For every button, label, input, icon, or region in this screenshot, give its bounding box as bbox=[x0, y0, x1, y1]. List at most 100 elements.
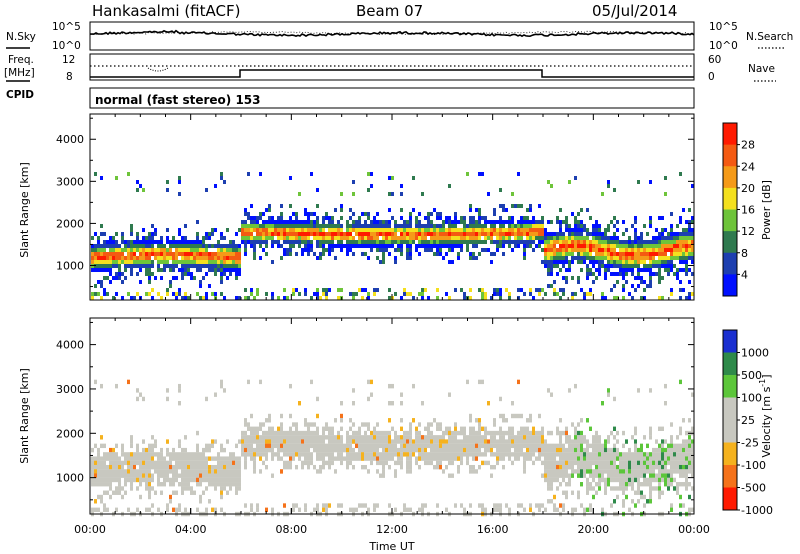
velocity-cell bbox=[139, 452, 142, 457]
power-cell bbox=[685, 240, 688, 244]
velocity-cell bbox=[325, 435, 328, 440]
velocity-cell bbox=[574, 469, 577, 474]
power-cell bbox=[394, 256, 397, 260]
power-cell bbox=[466, 236, 469, 240]
power-cell bbox=[469, 240, 472, 244]
power-cell bbox=[271, 220, 274, 224]
velocity-cell bbox=[679, 503, 682, 508]
power-cell bbox=[661, 248, 664, 252]
colorbar-segment bbox=[723, 465, 737, 488]
velocity-cell bbox=[406, 464, 409, 470]
velocity-cell bbox=[220, 486, 223, 491]
velocity-cell bbox=[319, 435, 322, 440]
velocity-cell bbox=[316, 456, 319, 461]
power-cell bbox=[376, 224, 379, 228]
velocity-cell bbox=[451, 439, 454, 444]
velocity-cell bbox=[442, 452, 445, 457]
power-cell bbox=[157, 240, 160, 244]
power-cell bbox=[214, 292, 217, 296]
velocity-cell bbox=[460, 430, 463, 436]
velocity-cell bbox=[337, 443, 340, 449]
velocity-cell bbox=[340, 418, 343, 423]
power-cell bbox=[229, 268, 232, 272]
y-tick-label: 3000 bbox=[56, 383, 84, 396]
power-cell bbox=[430, 248, 433, 252]
velocity-cell bbox=[211, 439, 214, 444]
power-cell bbox=[439, 240, 442, 244]
power-cell bbox=[193, 276, 196, 280]
velocity-cell bbox=[514, 413, 517, 419]
colorbar-segment bbox=[723, 144, 737, 167]
power-cell bbox=[157, 244, 160, 248]
power-cell bbox=[634, 228, 637, 232]
velocity-cell bbox=[121, 469, 124, 474]
velocity-cell bbox=[178, 464, 181, 470]
velocity-cell bbox=[361, 452, 364, 457]
velocity-cell bbox=[121, 443, 124, 449]
power-cell bbox=[301, 220, 304, 224]
velocity-cell bbox=[481, 379, 484, 385]
velocity-cell bbox=[556, 469, 559, 474]
power-cell bbox=[586, 292, 589, 296]
power-cell bbox=[253, 244, 256, 248]
power-cell bbox=[346, 232, 349, 236]
power-cell bbox=[91, 248, 94, 252]
velocity-cell bbox=[280, 413, 283, 419]
velocity-cell bbox=[607, 469, 610, 474]
velocity-cell bbox=[199, 452, 202, 457]
velocity-cell bbox=[388, 503, 391, 508]
velocity-cell bbox=[259, 422, 262, 427]
colorbar-segment bbox=[723, 231, 737, 254]
power-cell bbox=[223, 236, 226, 240]
power-cell bbox=[178, 180, 181, 184]
power-cell bbox=[319, 232, 322, 236]
power-cell bbox=[160, 240, 163, 244]
power-cell bbox=[463, 232, 466, 236]
power-cell bbox=[163, 244, 166, 248]
power-cell bbox=[364, 240, 367, 244]
velocity-cell bbox=[283, 443, 286, 449]
power-cell bbox=[565, 240, 568, 244]
velocity-cell bbox=[172, 477, 175, 483]
power-cell bbox=[682, 228, 685, 232]
power-cell bbox=[532, 232, 535, 236]
velocity-cell bbox=[613, 447, 616, 453]
velocity-cell bbox=[250, 503, 253, 508]
power-cell bbox=[235, 252, 238, 256]
power-cell bbox=[352, 212, 355, 216]
power-cell bbox=[262, 232, 265, 236]
colorbar-segment bbox=[723, 330, 737, 353]
velocity-cell bbox=[538, 413, 541, 419]
power-cell bbox=[133, 256, 136, 260]
velocity-cell bbox=[550, 464, 553, 470]
power-cell bbox=[493, 228, 496, 232]
power-cell bbox=[172, 260, 175, 264]
power-cell bbox=[481, 296, 484, 300]
velocity-cell bbox=[103, 460, 106, 466]
power-cell bbox=[397, 240, 400, 244]
colorbar-tick-label: 25 bbox=[741, 414, 755, 427]
velocity-cell bbox=[265, 435, 268, 440]
velocity-cell bbox=[172, 482, 175, 487]
velocity-cell bbox=[355, 456, 358, 461]
power-cell bbox=[589, 216, 592, 220]
power-cell bbox=[229, 256, 232, 260]
power-cell bbox=[226, 268, 229, 272]
velocity-cell bbox=[178, 383, 181, 389]
power-cell bbox=[298, 224, 301, 228]
power-cell bbox=[253, 236, 256, 240]
velocity-cell bbox=[289, 447, 292, 453]
power-cell bbox=[151, 236, 154, 240]
velocity-cell bbox=[421, 456, 424, 461]
power-cell bbox=[139, 252, 142, 256]
power-cell bbox=[556, 220, 559, 224]
velocity-cell bbox=[142, 439, 145, 444]
velocity-cell bbox=[658, 452, 661, 457]
power-cell bbox=[103, 244, 106, 248]
power-cell bbox=[250, 216, 253, 220]
velocity-cell bbox=[628, 477, 631, 483]
colorbar-segment bbox=[723, 442, 737, 466]
power-cell bbox=[652, 252, 655, 256]
power-cell bbox=[244, 220, 247, 224]
power-cell bbox=[679, 252, 682, 256]
